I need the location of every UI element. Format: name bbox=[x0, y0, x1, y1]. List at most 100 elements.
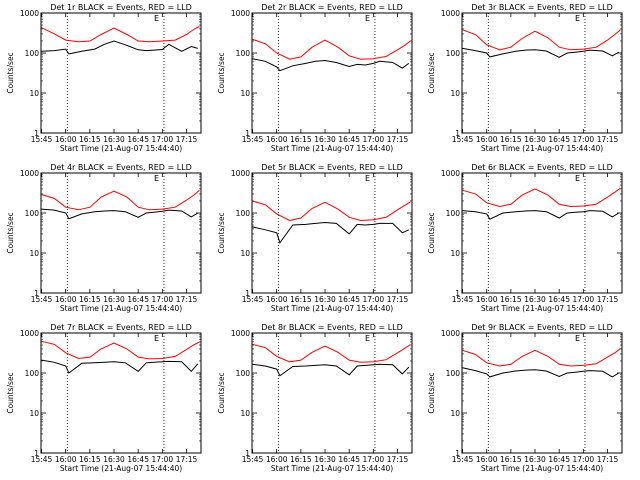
x-tick-label: 17:00 bbox=[573, 455, 595, 464]
chart-title: Det 1r BLACK = Events, RED = LLD bbox=[50, 3, 192, 12]
lld-series-line bbox=[462, 348, 621, 367]
chart-title: Det 2r BLACK = Events, RED = LLD bbox=[261, 3, 403, 12]
x-tick-label: 16:45 bbox=[548, 295, 570, 304]
x-axis-label: Start Time (21-Aug-07 15:44:40) bbox=[481, 304, 603, 313]
e-marker-label: E bbox=[365, 174, 370, 183]
x-tick-label: 16:45 bbox=[127, 455, 149, 464]
e-marker-label: E bbox=[575, 334, 580, 343]
y-tick-label: 10 bbox=[29, 89, 39, 98]
x-tick-label: 16:00 bbox=[55, 295, 77, 304]
chart-title: Det 6r BLACK = Events, RED = LLD bbox=[471, 163, 613, 172]
chart-panel-9: Det 9r BLACK = Events, RED = LLD E 1 10 100 1… bbox=[427, 323, 623, 473]
x-tick-label: 17:00 bbox=[152, 295, 174, 304]
x-tick-label: 16:00 bbox=[476, 135, 498, 144]
x-tick-label: 17:00 bbox=[363, 135, 385, 144]
x-axis-label: Start Time (21-Aug-07 15:44:40) bbox=[60, 304, 182, 313]
x-tick-label: 16:00 bbox=[266, 135, 288, 144]
x-tick-label: 16:15 bbox=[500, 455, 522, 464]
x-tick-label: 15:45 bbox=[452, 135, 474, 144]
y-tick-label: 1000 bbox=[231, 9, 250, 18]
x-tick-label: 16:15 bbox=[290, 455, 312, 464]
x-tick-label: 16:00 bbox=[476, 455, 498, 464]
x-tick-label: 16:15 bbox=[79, 295, 101, 304]
e-marker-label: E bbox=[154, 14, 159, 23]
x-tick-label: 17:00 bbox=[152, 455, 174, 464]
y-axis-label: Counts/sec bbox=[217, 212, 226, 253]
x-axis-label: Start Time (21-Aug-07 15:44:40) bbox=[271, 464, 393, 473]
x-tick-label: 17:00 bbox=[363, 295, 385, 304]
y-tick-label: 100 bbox=[446, 209, 461, 218]
x-tick-label: 15:45 bbox=[31, 455, 53, 464]
x-tick-label: 16:15 bbox=[79, 135, 101, 144]
y-axis-label: Counts/sec bbox=[427, 212, 436, 253]
y-tick-label: 100 bbox=[236, 369, 251, 378]
x-tick-label: 16:00 bbox=[266, 455, 288, 464]
x-tick-label: 17:00 bbox=[573, 295, 595, 304]
y-tick-label: 1 bbox=[245, 129, 250, 138]
events-series-line bbox=[252, 221, 410, 244]
x-tick-label: 15:45 bbox=[31, 135, 53, 144]
y-axis-label: Counts/sec bbox=[217, 372, 226, 413]
y-tick-label: 1 bbox=[245, 289, 250, 298]
y-tick-label: 1 bbox=[34, 129, 39, 138]
x-tick-label: 16:15 bbox=[79, 455, 101, 464]
x-tick-label: 15:45 bbox=[242, 135, 264, 144]
y-tick-label: 1000 bbox=[20, 169, 39, 178]
x-tick-label: 16:45 bbox=[127, 135, 149, 144]
plot-frame bbox=[40, 172, 202, 294]
y-tick-label: 1000 bbox=[441, 9, 460, 18]
y-axis-label: Counts/sec bbox=[6, 372, 15, 413]
y-tick-label: 1 bbox=[34, 289, 39, 298]
e-marker-label: E bbox=[575, 174, 580, 183]
chart-title: Det 5r BLACK = Events, RED = LLD bbox=[261, 163, 403, 172]
y-tick-label: 100 bbox=[25, 49, 40, 58]
y-tick-label: 100 bbox=[25, 209, 40, 218]
y-axis-label: Counts/sec bbox=[6, 52, 15, 93]
x-tick-label: 16:45 bbox=[548, 135, 570, 144]
e-marker-label: E bbox=[154, 174, 159, 183]
events-series-line bbox=[252, 58, 410, 72]
x-tick-label: 16:15 bbox=[500, 295, 522, 304]
lld-series-line bbox=[252, 343, 411, 363]
x-axis-label: Start Time (21-Aug-07 15:44:40) bbox=[271, 304, 393, 313]
y-axis-label: Counts/sec bbox=[217, 52, 226, 93]
y-tick-label: 1000 bbox=[441, 329, 460, 338]
x-tick-label: 16:30 bbox=[314, 455, 336, 464]
x-tick-label: 15:45 bbox=[242, 295, 264, 304]
chart-title: Det 4r BLACK = Events, RED = LLD bbox=[50, 163, 192, 172]
x-tick-label: 16:45 bbox=[338, 295, 360, 304]
plot-frame bbox=[251, 332, 413, 454]
chart-title: Det 9r BLACK = Events, RED = LLD bbox=[471, 323, 613, 332]
x-tick-label: 15:45 bbox=[452, 455, 474, 464]
events-series-line bbox=[462, 47, 620, 58]
x-tick-label: 16:30 bbox=[103, 455, 125, 464]
e-marker-label: E bbox=[575, 14, 580, 23]
x-axis-label: Start Time (21-Aug-07 15:44:40) bbox=[481, 144, 603, 153]
y-tick-label: 1 bbox=[245, 449, 250, 458]
x-axis-label: Start Time (21-Aug-07 15:44:40) bbox=[60, 144, 182, 153]
y-tick-label: 100 bbox=[25, 369, 40, 378]
x-tick-label: 16:30 bbox=[524, 135, 546, 144]
x-tick-label: 16:30 bbox=[103, 135, 125, 144]
y-tick-label: 1000 bbox=[231, 329, 250, 338]
x-tick-label: 16:30 bbox=[314, 295, 336, 304]
events-series-line bbox=[41, 359, 199, 374]
y-tick-label: 100 bbox=[236, 49, 251, 58]
y-tick-label: 1000 bbox=[20, 9, 39, 18]
events-series-line bbox=[41, 208, 199, 220]
y-tick-label: 100 bbox=[446, 49, 461, 58]
lld-series-line bbox=[462, 187, 621, 208]
x-axis-label: Start Time (21-Aug-07 15:44:40) bbox=[271, 144, 393, 153]
x-tick-label: 16:30 bbox=[103, 295, 125, 304]
chart-title: Det 8r BLACK = Events, RED = LLD bbox=[261, 323, 403, 332]
events-series-line bbox=[41, 40, 198, 55]
y-tick-label: 10 bbox=[29, 409, 39, 418]
x-tick-label: 16:30 bbox=[524, 455, 546, 464]
chart-panel-4: Det 4r BLACK = Events, RED = LLD E 1 10 100 1… bbox=[6, 163, 202, 313]
x-tick-label: 16:45 bbox=[548, 455, 570, 464]
x-tick-label: 16:15 bbox=[290, 295, 312, 304]
e-marker-label: E bbox=[365, 334, 370, 343]
x-tick-label: 17:15 bbox=[176, 135, 198, 144]
x-tick-label: 15:45 bbox=[242, 455, 264, 464]
